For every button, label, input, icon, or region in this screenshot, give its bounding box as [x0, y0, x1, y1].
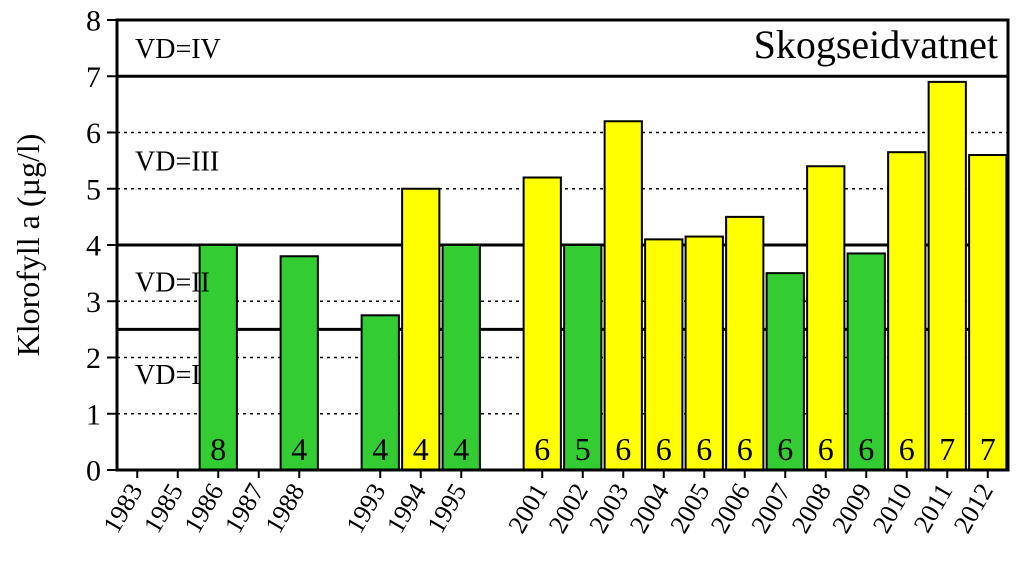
ytick-label: 6	[86, 117, 101, 150]
chart-title: Skogseidvatnet	[754, 22, 998, 67]
bar-label-1988: 4	[291, 431, 307, 467]
bar-label-2011: 7	[939, 431, 955, 467]
bar-label-2006: 6	[737, 431, 753, 467]
zone-label: VD=I	[135, 360, 201, 391]
bar-label-2003: 6	[615, 431, 631, 467]
bar-1994	[402, 189, 439, 470]
ytick-label: 5	[86, 173, 101, 206]
bar-label-1986: 8	[210, 431, 226, 467]
bar-label-2005: 6	[696, 431, 712, 467]
bar-2010	[888, 152, 925, 470]
bar-2008	[807, 166, 844, 470]
chart-container: 84444656666666677VD=IVD=IIVD=IIIVD=IVSko…	[0, 0, 1024, 571]
ytick-label: 8	[86, 5, 101, 38]
bar-label-2009: 6	[858, 431, 874, 467]
bar-2011	[929, 82, 966, 470]
zone-label: VD=III	[135, 146, 219, 177]
zone-label: VD=IV	[135, 34, 221, 65]
ytick-label: 3	[86, 286, 101, 319]
bar-label-1994: 4	[413, 431, 429, 467]
bar-label-2012: 7	[980, 431, 996, 467]
y-axis-label: Klorofyll a (µg/l)	[10, 134, 46, 357]
bar-label-2001: 6	[534, 431, 550, 467]
ytick-label: 2	[86, 342, 101, 375]
bar-label-2008: 6	[818, 431, 834, 467]
bar-label-2007: 6	[777, 431, 793, 467]
bar-2001	[524, 178, 561, 471]
bar-label-2004: 6	[656, 431, 672, 467]
bar-label-1995: 4	[453, 431, 469, 467]
bar-label-2010: 6	[899, 431, 915, 467]
ytick-label: 1	[86, 398, 101, 431]
bar-2003	[605, 121, 642, 470]
zone-label: VD=II	[135, 267, 210, 298]
bar-label-1993: 4	[372, 431, 388, 467]
ytick-label: 7	[86, 61, 101, 94]
bar-label-2002: 5	[575, 431, 591, 467]
bar-2012	[969, 155, 1006, 470]
ytick-label: 0	[86, 455, 101, 488]
chart-svg: 84444656666666677VD=IVD=IIVD=IIIVD=IVSko…	[0, 0, 1024, 571]
ytick-label: 4	[86, 230, 101, 263]
